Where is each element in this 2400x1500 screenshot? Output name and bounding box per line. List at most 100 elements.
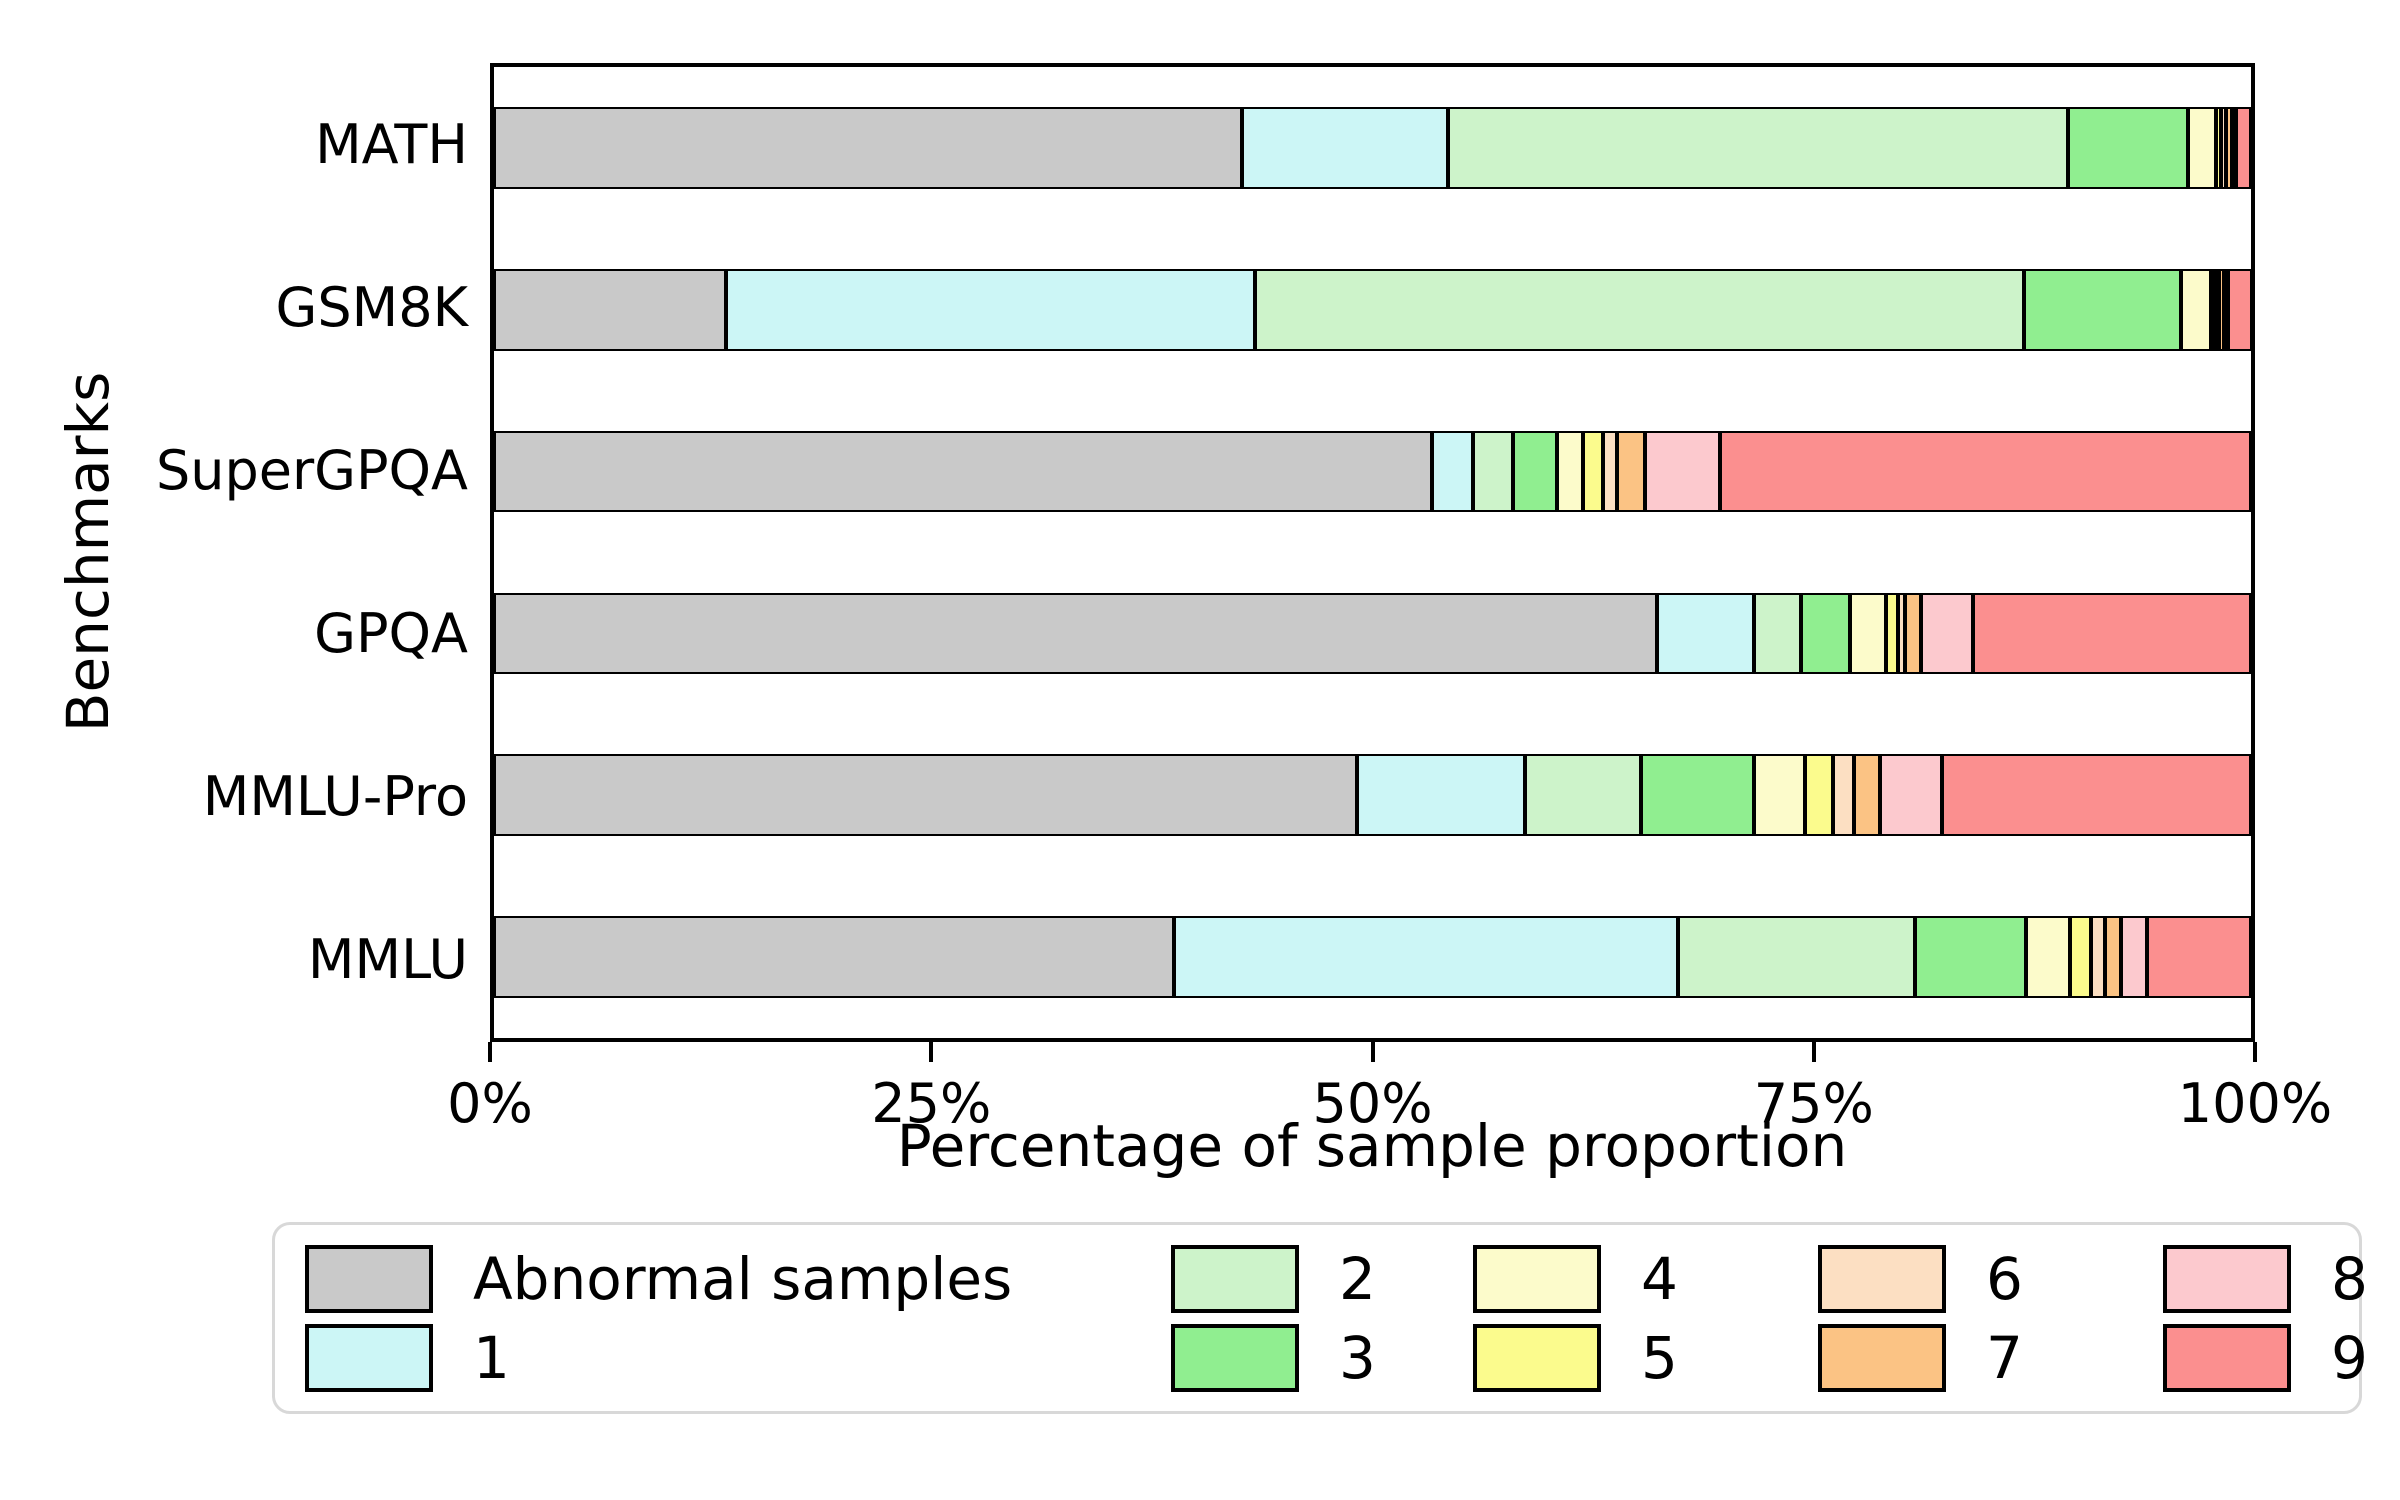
legend-swatch bbox=[1473, 1323, 1601, 1392]
bar-segment-gpqa-series-8 bbox=[1920, 592, 1974, 675]
category-label-mmlu-pro: MMLU-Pro bbox=[202, 765, 468, 829]
x-tick-mark bbox=[2253, 1042, 2257, 1062]
bar-segment-mmlu-pro-series-4 bbox=[1753, 754, 1805, 837]
bar-row-supergpqa bbox=[494, 391, 2251, 553]
bar-segment-gsm8k-series-1 bbox=[725, 268, 1255, 351]
bar-segment-supergpqa-series-8 bbox=[1644, 430, 1721, 513]
legend-label: 1 bbox=[473, 1323, 510, 1392]
legend-item-7: 7 bbox=[1818, 1323, 2163, 1392]
bar-segment-mmlu-pro-series-5 bbox=[1804, 754, 1833, 837]
bar-segment-gsm8k-series-3 bbox=[2024, 268, 2181, 351]
bar-segment-math-series-abnormal-samples bbox=[494, 107, 1243, 189]
legend-item-2: 2 bbox=[1171, 1244, 1473, 1313]
bar-segment-supergpqa-series-abnormal-samples bbox=[494, 430, 1433, 513]
bar-rows-container bbox=[494, 67, 2251, 1038]
x-tick-label: 0% bbox=[447, 1072, 533, 1135]
legend-swatch bbox=[1818, 1244, 1946, 1313]
legend-label: 3 bbox=[1339, 1323, 1376, 1392]
legend-swatch bbox=[2163, 1244, 2291, 1313]
x-tick-label: 50% bbox=[1312, 1072, 1433, 1135]
bar-segment-math-series-5 bbox=[2215, 107, 2222, 189]
bar-segment-gsm8k-series-8 bbox=[2223, 268, 2228, 351]
legend-item-9: 9 bbox=[2163, 1323, 2368, 1392]
bar-row-mmlu bbox=[494, 876, 2251, 1038]
legend-label: 9 bbox=[2331, 1323, 2368, 1392]
bar-segment-gsm8k-series-5 bbox=[2210, 268, 2215, 351]
bar-segment-gsm8k-series-6 bbox=[2214, 268, 2219, 351]
x-tick-mark bbox=[1370, 1042, 1375, 1062]
x-tick-label: 25% bbox=[871, 1072, 992, 1135]
legend-item-5: 5 bbox=[1473, 1323, 1818, 1392]
bar-segment-supergpqa-series-1 bbox=[1432, 430, 1473, 513]
legend-label: Abnormal samples bbox=[473, 1244, 1013, 1313]
legend-item-abnormal-samples: Abnormal samples bbox=[305, 1244, 1171, 1313]
bar-segment-math-series-8 bbox=[2231, 107, 2236, 189]
bar-row-gsm8k bbox=[494, 229, 2251, 391]
bar-segment-mmlu-series-9 bbox=[2147, 916, 2251, 998]
x-axis-ticks: 0% 25% 50% 75% 100% bbox=[447, 1042, 2332, 1172]
bar-segment-supergpqa-series-5 bbox=[1583, 430, 1603, 513]
legend-item-3: 3 bbox=[1171, 1323, 1473, 1392]
x-tick-mark bbox=[929, 1042, 934, 1062]
bar-row-math bbox=[494, 67, 2251, 229]
bar-segment-gpqa-series-9 bbox=[1973, 592, 2251, 675]
legend-item-1: 1 bbox=[305, 1323, 1171, 1392]
bar-segment-gpqa-series-2 bbox=[1753, 592, 1802, 675]
bar-segment-gsm8k-series-9 bbox=[2227, 268, 2251, 351]
stacked-bar-math bbox=[494, 107, 2251, 189]
legend-item-8: 8 bbox=[2163, 1244, 2368, 1313]
bar-segment-mmlu-series-1 bbox=[1173, 916, 1679, 998]
stacked-bar-supergpqa bbox=[494, 430, 2251, 513]
legend-label: 5 bbox=[1641, 1323, 1678, 1392]
legend-label: 8 bbox=[2331, 1244, 2368, 1313]
stacked-bar-gsm8k bbox=[494, 268, 2251, 351]
bar-segment-gpqa-series-abnormal-samples bbox=[494, 592, 1658, 675]
x-axis-title: Percentage of sample proportion bbox=[896, 1112, 1848, 1180]
x-tick-label: 75% bbox=[1753, 1072, 1874, 1135]
bar-segment-math-series-1 bbox=[1242, 107, 1449, 189]
stacked-bar-gpqa bbox=[494, 592, 2251, 675]
bar-segment-mmlu-series-8 bbox=[2120, 916, 2148, 998]
bar-segment-math-series-7 bbox=[2226, 107, 2232, 189]
legend-item-4: 4 bbox=[1473, 1244, 1818, 1313]
bar-segment-mmlu-pro-series-7 bbox=[1853, 754, 1881, 837]
bar-segment-math-series-2 bbox=[1448, 107, 2069, 189]
legend-swatch bbox=[1473, 1244, 1601, 1313]
bar-segment-supergpqa-series-7 bbox=[1616, 430, 1645, 513]
legend-swatch bbox=[305, 1244, 433, 1313]
category-label-gpqa: GPQA bbox=[314, 602, 468, 666]
bar-segment-supergpqa-series-9 bbox=[1720, 430, 2251, 513]
category-label-supergpqa: SuperGPQA bbox=[155, 438, 468, 502]
legend-swatch bbox=[1171, 1323, 1299, 1392]
bar-segment-supergpqa-series-3 bbox=[1513, 430, 1557, 513]
legend-swatch bbox=[1818, 1323, 1946, 1392]
category-label-mmlu: MMLU bbox=[307, 928, 468, 992]
bar-segment-mmlu-series-abnormal-samples bbox=[494, 916, 1174, 998]
bar-row-mmlu-pro bbox=[494, 714, 2251, 876]
bar-segment-gsm8k-series-7 bbox=[2218, 268, 2224, 351]
bar-segment-mmlu-series-5 bbox=[2070, 916, 2092, 998]
bar-segment-mmlu-pro-series-8 bbox=[1880, 754, 1942, 837]
legend-label: 7 bbox=[1986, 1323, 2023, 1392]
bar-segment-math-series-4 bbox=[2187, 107, 2216, 189]
x-tick-mark bbox=[488, 1042, 492, 1062]
bar-segment-gpqa-series-5 bbox=[1885, 592, 1898, 675]
y-axis-category-labels: MATH GSM8K SuperGPQA GPQA MMLU-Pro MMLU bbox=[0, 63, 468, 1042]
bar-segment-mmlu-pro-series-9 bbox=[1941, 754, 2251, 837]
bar-segment-gpqa-series-1 bbox=[1657, 592, 1754, 675]
legend-label: 4 bbox=[1641, 1244, 1678, 1313]
legend-label: 2 bbox=[1339, 1244, 1376, 1313]
bar-segment-gsm8k-series-2 bbox=[1254, 268, 2025, 351]
x-tick-mark bbox=[1811, 1042, 1816, 1062]
bar-segment-mmlu-series-6 bbox=[2091, 916, 2106, 998]
legend-swatch bbox=[1171, 1244, 1299, 1313]
bar-row-gpqa bbox=[494, 552, 2251, 714]
legend-swatch bbox=[2163, 1323, 2291, 1392]
category-label-gsm8k: GSM8K bbox=[275, 275, 468, 339]
bar-segment-supergpqa-series-4 bbox=[1556, 430, 1584, 513]
bar-segment-mmlu-series-7 bbox=[2105, 916, 2121, 998]
bar-segment-mmlu-pro-series-6 bbox=[1832, 754, 1854, 837]
bar-segment-gpqa-series-3 bbox=[1801, 592, 1851, 675]
bar-segment-mmlu-pro-series-3 bbox=[1641, 754, 1754, 837]
stacked-bar-mmlu bbox=[494, 916, 2251, 998]
